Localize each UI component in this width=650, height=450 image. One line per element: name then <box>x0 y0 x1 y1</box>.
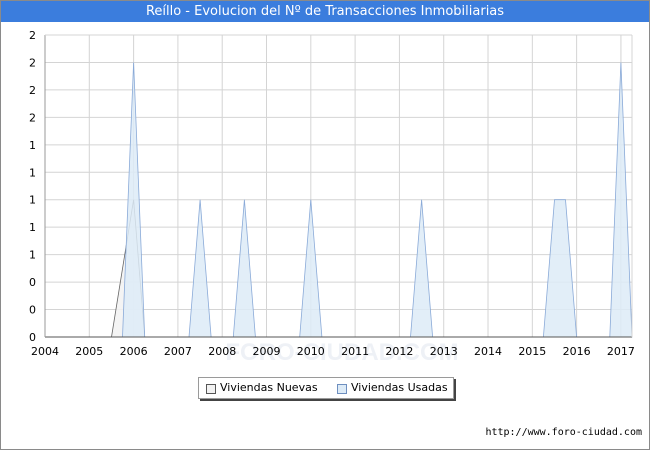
y-tick-label: 2 <box>29 111 36 124</box>
y-tick-label: 0 <box>29 276 36 289</box>
y-tick-label: 1 <box>29 166 36 179</box>
x-tick-label: 2008 <box>208 345 236 358</box>
series-areas <box>111 62 633 338</box>
watermark: FORO-CIUDAD.COM <box>225 339 458 366</box>
x-tick-label: 2013 <box>430 345 458 358</box>
y-tick-label: 1 <box>29 221 36 234</box>
x-tick-label: 2004 <box>31 345 59 358</box>
x-tick-label: 2011 <box>341 345 369 358</box>
source-url[interactable]: http://www.foro-ciudad.com <box>485 427 642 438</box>
y-tick-label: 2 <box>29 56 36 69</box>
x-tick-label: 2010 <box>297 345 325 358</box>
legend-swatch-nuevas <box>206 384 216 394</box>
y-tick-label: 2 <box>29 84 36 97</box>
x-tick-label: 2017 <box>607 345 635 358</box>
y-tick-label: 1 <box>29 249 36 262</box>
x-tick-label: 2012 <box>385 345 413 358</box>
y-tick-label: 2 <box>29 29 36 42</box>
x-tick-label: 2009 <box>253 345 281 358</box>
y-tick-label: 0 <box>29 304 36 317</box>
y-tick-label: 1 <box>29 194 36 207</box>
x-tick-label: 2007 <box>164 345 192 358</box>
chart-title: Reíllo - Evolucion del Nº de Transaccion… <box>1 1 649 22</box>
x-tick-label: 2015 <box>518 345 546 358</box>
legend: Viviendas Nuevas Viviendas Usadas <box>198 377 454 399</box>
x-tick-labels: 2004 2005 2006 2007 2008 2009 2010 2011 2012 2013… <box>31 345 635 358</box>
legend-label-nuevas: Viviendas Nuevas <box>220 381 318 394</box>
x-tick-label: 2006 <box>120 345 148 358</box>
x-tick-label: 2014 <box>474 345 502 358</box>
x-tick-label: 2005 <box>75 345 103 358</box>
y-tick-labels: 0 0 0 1 1 1 1 1 2 2 2 2 <box>29 29 36 344</box>
axes <box>44 34 633 338</box>
y-tick-label: 0 <box>29 331 36 344</box>
y-tick-label: 1 <box>29 139 36 152</box>
x-tick-label: 2016 <box>563 345 591 358</box>
legend-label-usadas: Viviendas Usadas <box>351 381 448 394</box>
legend-swatch-usadas <box>337 384 347 394</box>
